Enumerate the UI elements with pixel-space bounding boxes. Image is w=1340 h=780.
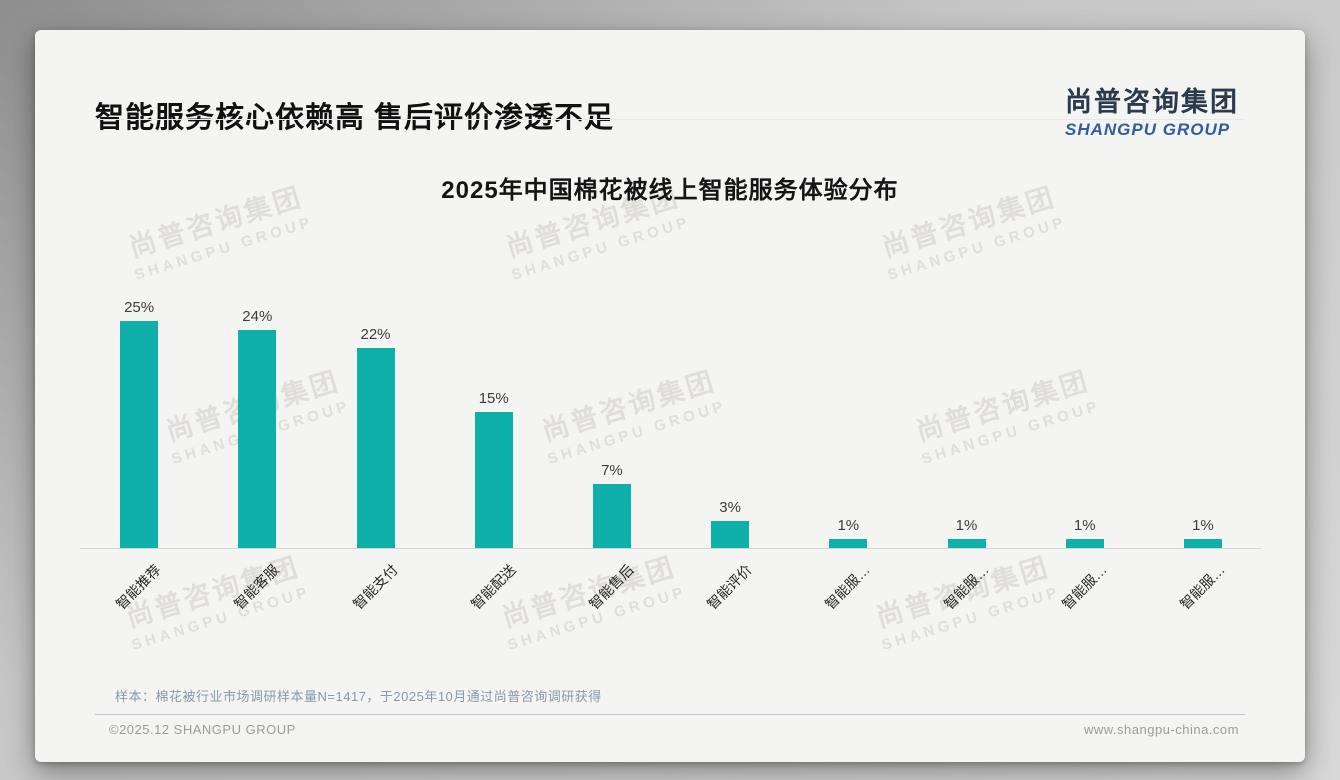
slide-card: 尚普咨询集团 SHANGPU GROUP 尚普咨询集团 SHANGPU GROUP 尚普… — [35, 30, 1305, 762]
bar — [238, 330, 277, 548]
bar-column: 1% — [1144, 259, 1262, 548]
bar-value-label: 25% — [124, 299, 155, 316]
x-axis-label: 智能支付 — [349, 561, 401, 613]
x-axis-label-slot: 智能服… — [1026, 550, 1144, 660]
bar — [474, 412, 513, 548]
bar-column: 3% — [671, 259, 789, 548]
x-axis-label: 智能服… — [940, 561, 992, 613]
bar-chart-x-axis-labels: 智能推荐 智能客服 智能支付 智能配送 智能售后 智能评价 智能服… 智能服… 智能服… 智能服… — [80, 550, 1262, 660]
bar-value-label: 1% — [955, 517, 978, 534]
bar — [120, 321, 159, 548]
bar-column: 7% — [553, 259, 671, 548]
x-axis-label-slot: 智能服… — [907, 550, 1025, 660]
bar-value-label: 15% — [478, 390, 509, 407]
footer-copyright: ©2025.12 SHANGPU GROUP — [109, 722, 296, 737]
bar-column: 1% — [1026, 259, 1144, 548]
bar — [711, 521, 750, 548]
x-axis-label-slot: 智能服… — [789, 550, 907, 660]
sample-note: 样本：棉花被行业市场调研样本量N=1417，于2025年10月通过尚普咨询调研获… — [115, 689, 602, 704]
bar — [592, 484, 631, 548]
bar-value-label: 24% — [242, 308, 273, 325]
page-title: 智能服务核心依赖高 售后评价渗透不足 — [95, 102, 615, 134]
bar-value-label: 7% — [601, 462, 623, 479]
x-axis-label: 智能服… — [822, 561, 874, 613]
x-axis-label: 智能推荐 — [112, 561, 164, 613]
bar-value-label: 3% — [719, 499, 741, 516]
bar — [1065, 539, 1104, 548]
bar — [829, 539, 868, 548]
x-axis-label: 智能客服 — [231, 561, 283, 613]
x-axis-label-slot: 智能配送 — [435, 550, 553, 660]
bar-column: 1% — [907, 259, 1025, 548]
bar-column: 1% — [789, 259, 907, 548]
logo-text-cn: 尚普咨询集团 — [1065, 87, 1239, 117]
x-axis-label: 智能服… — [1058, 561, 1110, 613]
bar — [356, 348, 395, 548]
x-axis-label: 智能评价 — [703, 561, 755, 613]
x-axis-label: 智能服… — [1176, 561, 1228, 613]
company-logo: 尚普咨询集团 SHANGPU GROUP — [1065, 80, 1239, 140]
x-axis-label-slot: 智能客服 — [198, 550, 316, 660]
footer-website: www.shangpu-china.com — [1083, 722, 1239, 737]
x-axis-label-slot: 智能服… — [1144, 550, 1262, 660]
bar-value-label: 1% — [1073, 517, 1096, 534]
x-axis-label-slot: 智能推荐 — [80, 550, 198, 660]
footer-divider — [95, 714, 1245, 715]
bar-column: 25% — [80, 259, 198, 548]
bar-column: 24% — [198, 259, 316, 548]
title-divider — [95, 119, 1245, 120]
chart-title: 2025年中国棉花被线上智能服务体验分布 — [441, 177, 899, 204]
logo-text-en: SHANGPU GROUP — [1065, 120, 1231, 139]
x-axis-label-slot: 智能售后 — [553, 550, 671, 660]
bar — [1183, 539, 1222, 548]
bar-value-label: 1% — [837, 517, 860, 534]
bar-column: 15% — [435, 259, 553, 548]
bar-column: 22% — [316, 259, 434, 548]
x-axis-label: 智能配送 — [467, 561, 519, 613]
x-axis-label-slot: 智能评价 — [671, 550, 789, 660]
bar-value-label: 1% — [1192, 517, 1214, 534]
x-axis-label-slot: 智能支付 — [316, 550, 434, 660]
bar-value-label: 22% — [360, 326, 391, 343]
bar-chart-plot: 25% 24% 22% 15% 7% 3% 1% 1% 1% 1% — [80, 259, 1262, 549]
x-axis-label: 智能售后 — [585, 561, 637, 613]
bar — [947, 539, 986, 548]
